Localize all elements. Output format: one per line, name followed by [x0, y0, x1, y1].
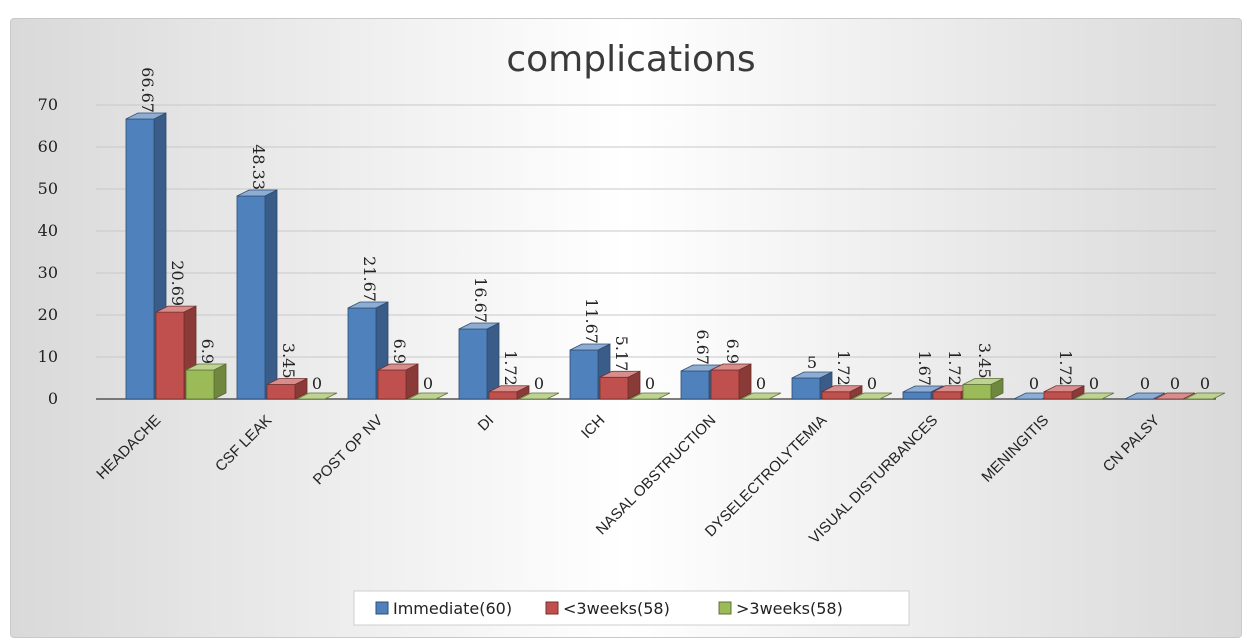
bar-2-2 [266, 377, 308, 400]
y-tick-label: 20 [38, 305, 58, 324]
x-category-label: POST OP NV [310, 412, 386, 488]
data-label: 1.72 [501, 350, 520, 386]
y-tick-label: 40 [38, 221, 58, 240]
bar-2-6 [710, 363, 752, 400]
data-label: 6.9 [723, 339, 742, 364]
x-category-label: DI [475, 412, 498, 435]
data-label: 6.9 [390, 339, 409, 364]
bar-3-4 [518, 392, 560, 400]
y-tick-label: 0 [48, 389, 58, 408]
data-label: 5.17 [612, 336, 631, 372]
bar-1-2 [236, 189, 278, 400]
bars [125, 112, 1226, 400]
bar-2-10 [1154, 392, 1196, 400]
bar-2-9 [1043, 385, 1085, 400]
x-category-label: MENINGITIS [978, 412, 1052, 486]
data-label: 48.33 [249, 144, 268, 190]
x-category-label: HEADACHE [93, 412, 164, 483]
chart-frame: complications 0 10 20 30 40 50 60 70 66.67 20.69… [10, 18, 1242, 638]
data-label: 11.67 [582, 298, 601, 344]
bar-2-5 [599, 370, 641, 400]
bar-2-7 [821, 385, 863, 400]
legend-label: Immediate(60) [393, 599, 512, 618]
data-label: 0 [423, 374, 433, 393]
legend-swatch [718, 601, 732, 615]
bar-1-1 [125, 112, 167, 400]
data-label: 0 [534, 374, 544, 393]
legend-swatch [545, 601, 559, 615]
chart-title: complications [506, 39, 755, 80]
bar-2-3 [377, 363, 419, 400]
data-label: 0 [645, 374, 655, 393]
x-category-label: ICH [578, 412, 608, 442]
bar-3-5 [629, 392, 671, 400]
bar-3-3 [407, 392, 449, 400]
data-label: 0 [867, 374, 877, 393]
legend-swatch [375, 601, 389, 615]
bar-3-6 [740, 392, 782, 400]
data-label: 0 [756, 374, 766, 393]
bar-3-8 [962, 377, 1004, 400]
y-tick-label: 50 [38, 179, 58, 198]
data-label: 1.72 [945, 350, 964, 386]
data-label: 3.45 [279, 343, 298, 379]
data-label: 66.67 [138, 67, 157, 113]
data-label: 16.67 [471, 277, 490, 323]
legend: Immediate(60) <3weeks(58) >3weeks(58) [353, 590, 910, 626]
y-tick-label: 70 [38, 95, 58, 114]
y-tick-label: 10 [38, 347, 58, 366]
data-label: 20.69 [168, 260, 187, 306]
data-label: 0 [312, 374, 322, 393]
x-category-label: NASAL OBSTRUCTION [593, 412, 720, 539]
data-label: 0 [1029, 374, 1039, 393]
bar-2-4 [488, 385, 530, 400]
data-label: 21.67 [360, 256, 379, 302]
y-axis-ticks: 0 10 20 30 40 50 60 70 [38, 95, 58, 408]
legend-label: <3weeks(58) [563, 599, 670, 618]
bar-3-7 [851, 392, 893, 400]
data-label: 0 [1089, 374, 1099, 393]
data-label: 1.72 [834, 350, 853, 386]
legend-label: >3weeks(58) [736, 599, 843, 618]
data-label: 1.72 [1056, 350, 1075, 386]
data-label: 0 [1170, 374, 1180, 393]
data-label: 3.45 [975, 343, 994, 379]
bar-2-1 [155, 305, 197, 400]
bar-1-10 [1124, 392, 1166, 400]
bar-3-9 [1073, 392, 1115, 400]
x-category-label: VISUAL DISTURBANCES [806, 412, 941, 547]
x-category-label: CN PALSY [1100, 412, 1164, 476]
data-labels: 66.67 20.69 6.9 48.33 3.45 0 21.67 6.9 0 16.67 1.7… [138, 67, 1210, 393]
y-tick-label: 60 [38, 137, 58, 156]
data-label: 1.67 [915, 350, 934, 386]
bar-3-2 [296, 392, 338, 400]
x-category-label: DYSELECTROLYTEMIA [702, 412, 831, 541]
bar-3-1 [185, 363, 227, 400]
data-label: 0 [1140, 374, 1150, 393]
y-tick-label: 30 [38, 263, 58, 282]
bar-3-10 [1184, 392, 1226, 400]
x-category-label: CSF LEAK [212, 412, 275, 475]
data-label: 6.67 [693, 329, 712, 365]
bar-1-4 [458, 322, 500, 400]
bar-1-5 [569, 343, 611, 400]
data-label: 0 [1200, 374, 1210, 393]
top-caption-strip [0, 0, 1247, 18]
data-label: 6.9 [198, 339, 217, 364]
legend-box [353, 590, 910, 626]
data-label: 5 [807, 353, 817, 372]
